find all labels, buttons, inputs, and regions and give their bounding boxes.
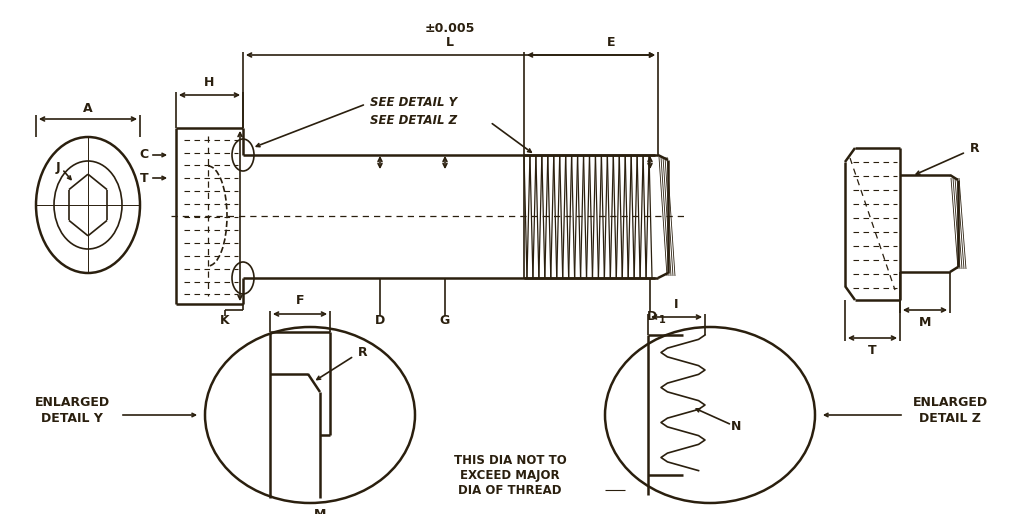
- Text: R: R: [358, 345, 368, 358]
- Text: F: F: [296, 295, 304, 307]
- Text: EXCEED MAJOR: EXCEED MAJOR: [460, 468, 560, 482]
- Text: T: T: [867, 344, 877, 358]
- Text: T: T: [139, 172, 148, 185]
- Text: D: D: [647, 309, 657, 322]
- Text: M: M: [313, 507, 327, 514]
- Text: G: G: [440, 314, 451, 326]
- Text: DETAIL Z: DETAIL Z: [919, 412, 981, 425]
- Text: H: H: [204, 76, 214, 88]
- Text: DETAIL Y: DETAIL Y: [41, 412, 103, 425]
- Text: L: L: [446, 35, 454, 48]
- Text: M: M: [919, 316, 931, 328]
- Text: K: K: [220, 314, 229, 326]
- Text: 1: 1: [659, 315, 666, 325]
- Text: A: A: [83, 101, 93, 115]
- Text: C: C: [139, 149, 148, 161]
- Text: ±0.005: ±0.005: [425, 23, 475, 35]
- Text: DIA OF THREAD: DIA OF THREAD: [459, 484, 562, 497]
- Text: I: I: [674, 298, 678, 310]
- Text: ENLARGED: ENLARGED: [912, 396, 987, 410]
- Text: THIS DIA NOT TO: THIS DIA NOT TO: [454, 453, 566, 467]
- Text: ENLARGED: ENLARGED: [35, 396, 110, 410]
- Text: J: J: [55, 160, 60, 174]
- Text: SEE DETAIL Y: SEE DETAIL Y: [370, 96, 457, 108]
- Text: N: N: [731, 420, 741, 433]
- Text: E: E: [607, 35, 615, 48]
- Text: R: R: [970, 141, 980, 155]
- Text: SEE DETAIL Z: SEE DETAIL Z: [370, 114, 457, 126]
- Text: D: D: [375, 314, 385, 326]
